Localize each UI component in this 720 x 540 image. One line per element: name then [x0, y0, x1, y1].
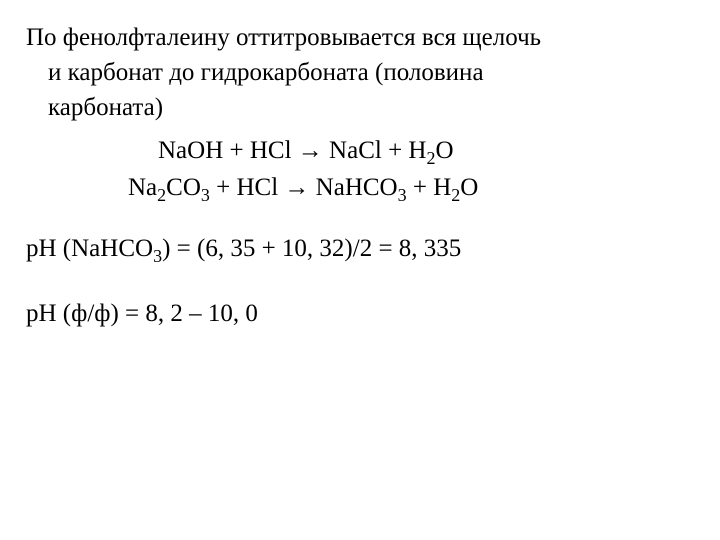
text-line-2: и карбонат до гидрокарбоната (половина [26, 55, 694, 90]
equation-1: NaOH + HCl → NaCl + H2O [26, 133, 694, 168]
text-line-3: карбоната) [26, 90, 694, 125]
slide-content: По фенолфталеину оттитровывается вся щел… [26, 20, 694, 331]
main-paragraph: По фенолфталеину оттитровывается вся щел… [26, 20, 694, 125]
ph-line-1: рН (NaHCO3) = (6, 35 + 10, 32)/2 = 8, 33… [26, 231, 694, 266]
text-line-1: По фенолфталеину оттитровывается вся щел… [26, 20, 694, 55]
ph-line-2: рН (ф/ф) = 8, 2 – 10, 0 [26, 296, 694, 331]
equations-block: NaOH + HCl → NaCl + H2O Na2CO3 + HCl → N… [26, 133, 694, 205]
equation-2: Na2CO3 + HCl → NaHCO3 + H2O [26, 170, 694, 205]
